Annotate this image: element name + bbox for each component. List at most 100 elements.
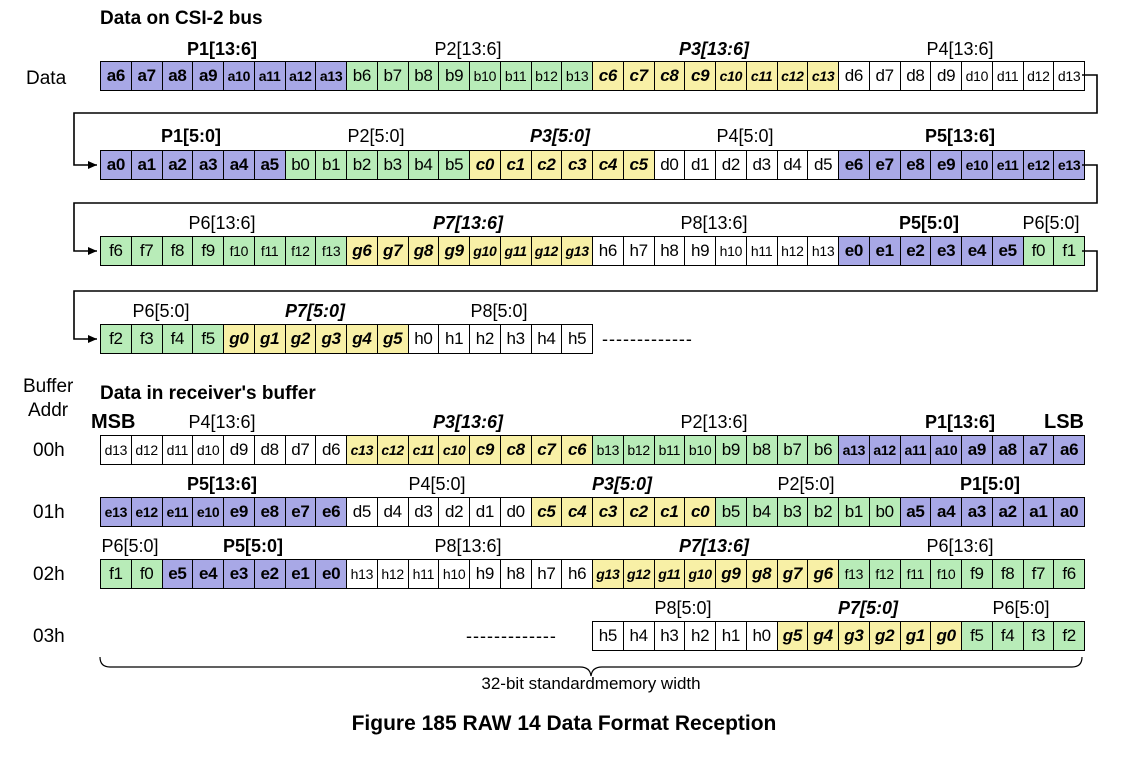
bus-row-0-group-label: P4[13:6] bbox=[926, 39, 994, 59]
bus-row-0-bit-cell: d8 bbox=[899, 61, 932, 91]
bus-row-0-bit-cell: b9 bbox=[438, 61, 470, 91]
buffer-row-2-bit-cell: g10 bbox=[684, 559, 716, 589]
bus-row-2-bit-cell: h11 bbox=[745, 236, 778, 266]
bus-row-2-bit-cell: e5 bbox=[991, 236, 1024, 266]
buffer-row-1-group-label: P3[5:0] bbox=[591, 474, 653, 494]
bus-row-3-bit-cell: g5 bbox=[376, 324, 409, 354]
buffer-row-1-group-label: P5[13:6] bbox=[186, 474, 258, 494]
bus-row-3-bit-cell: h5 bbox=[561, 324, 593, 354]
buffer-row-1-bit-cell: d1 bbox=[469, 497, 501, 527]
bus-row-1-bit-cell: a2 bbox=[161, 150, 194, 180]
bus-row-2-bit-cell: e1 bbox=[868, 236, 901, 266]
bus-row-0-bit-cell: d11 bbox=[991, 61, 1024, 91]
bus-row-1-bit-cell: e7 bbox=[868, 150, 901, 180]
bus-row-0-bit-cell: c11 bbox=[745, 61, 778, 91]
buffer-row-0-bit-cell: a7 bbox=[1022, 435, 1055, 465]
bus-row-0-bit-cell: c8 bbox=[653, 61, 686, 91]
buffer-row-0-bit-cell: a9 bbox=[961, 435, 993, 465]
bus-row-0-bit-cell: b12 bbox=[530, 61, 563, 91]
buffer-row-2-bit-cell: g12 bbox=[622, 559, 655, 589]
buffer-row-0-bit-cell: b13 bbox=[592, 435, 624, 465]
bus-row-0-bit-cell: c9 bbox=[684, 61, 716, 91]
bus-row-0-bit-cell: d7 bbox=[868, 61, 901, 91]
buffer-row-0-bit-cell: d11 bbox=[161, 435, 194, 465]
bus-row-2-group-label: P6[13:6] bbox=[188, 213, 256, 233]
bus-row-2-bit-cell: g10 bbox=[469, 236, 501, 266]
buffer-row-3-bit-cell: g3 bbox=[838, 621, 870, 651]
bus-row-1-bit-cell: a5 bbox=[253, 150, 286, 180]
bus-row-1-bit-cell: e12 bbox=[1022, 150, 1055, 180]
bus-row-0-bit-cell: c7 bbox=[622, 61, 655, 91]
bus-row-1-group-label: P1[5:0] bbox=[160, 126, 222, 146]
bus-row-3-bit-cell: f5 bbox=[192, 324, 224, 354]
buffer-row-1-bit-cell: e7 bbox=[284, 497, 317, 527]
bus-row-1-bit-cell: e13 bbox=[1053, 150, 1085, 180]
buffer-row-0-bit-cell: b10 bbox=[684, 435, 716, 465]
buffer-row-2-bit-cell: h6 bbox=[561, 559, 593, 589]
buffer-row-0-bit-cell: d7 bbox=[284, 435, 317, 465]
buffer-row-0-bit-cell: d10 bbox=[192, 435, 224, 465]
bus-row-2-bit-cell: e2 bbox=[899, 236, 932, 266]
wrap-arrow-1 bbox=[73, 74, 1098, 169]
bus-row-1-bit-cell: a1 bbox=[130, 150, 163, 180]
buffer-row-0-bit-cell: a6 bbox=[1053, 435, 1085, 465]
buffer-row-2-group-label: P5[5:0] bbox=[222, 536, 284, 556]
bus-row-2-bit-cell: e4 bbox=[961, 236, 993, 266]
bus-row-3-bit-cell: f3 bbox=[130, 324, 163, 354]
buffer-row-2-bit-cell: h7 bbox=[530, 559, 563, 589]
bus-row-3-bit-cell: h2 bbox=[469, 324, 501, 354]
bus-row-1-group-label: P4[5:0] bbox=[716, 126, 774, 146]
buffer-row-2-bit-cell: f1 bbox=[100, 559, 132, 589]
buffer-continuation-dashes: ------------- bbox=[466, 626, 557, 646]
buffer-row-0-bit-cell: c7 bbox=[530, 435, 563, 465]
bus-row-3-bit-cell: g3 bbox=[315, 324, 347, 354]
bus-row-3-bit-cell: h3 bbox=[499, 324, 532, 354]
bus-row-2-bit-cell: f13 bbox=[315, 236, 347, 266]
bus-row-0-bit-cell: b10 bbox=[469, 61, 501, 91]
buffer-row-1-bit-cell: d5 bbox=[346, 497, 378, 527]
bus-row-3-bit-cell: g4 bbox=[346, 324, 378, 354]
buffer-address-label: 02h bbox=[33, 564, 65, 585]
bus-row-0-bit-cell: a10 bbox=[223, 61, 255, 91]
buffer-row-2-bit-cell: f10 bbox=[930, 559, 962, 589]
buffer-row-1-bit-cell: b4 bbox=[745, 497, 778, 527]
buffer-row-2-bit-cell: g6 bbox=[807, 559, 839, 589]
buffer-row-2-group-label: P7[13:6] bbox=[678, 536, 750, 556]
bus-row-1-bit-cell: d5 bbox=[807, 150, 839, 180]
buffer-row-1-bit-cell: e6 bbox=[315, 497, 347, 527]
buffer-row-0-group-label: P3[13:6] bbox=[432, 412, 504, 432]
buffer-row-1-group-label: P4[5:0] bbox=[408, 474, 466, 494]
data-row-label: Data bbox=[26, 68, 67, 89]
buffer-row-1-bit-cell: c5 bbox=[530, 497, 563, 527]
bus-row-2-bit-cell: g11 bbox=[499, 236, 532, 266]
buffer-address-label: 03h bbox=[33, 626, 65, 647]
buffer-row-1-bit-cell: a4 bbox=[930, 497, 962, 527]
bus-row-1-bit-cell: b4 bbox=[407, 150, 440, 180]
buffer-row-0-group-label: P4[13:6] bbox=[188, 412, 256, 432]
bus-row-1-bit-cell: e8 bbox=[899, 150, 932, 180]
bus-row-0-group-label: P2[13:6] bbox=[434, 39, 502, 59]
bus-row-3-bit-cell: h4 bbox=[530, 324, 563, 354]
buffer-row-0-bit-cell: d8 bbox=[253, 435, 286, 465]
bus-row-2-bit-cell: g13 bbox=[561, 236, 593, 266]
bus-row-0-bit-cell: a13 bbox=[315, 61, 347, 91]
bus-row-2-bit-cell: g8 bbox=[407, 236, 440, 266]
buffer-row-1-bit-cell: a0 bbox=[1053, 497, 1085, 527]
buffer-row-3-group-label: P6[5:0] bbox=[992, 598, 1050, 618]
figure-title: Figure 185 RAW 14 Data Format Reception bbox=[351, 712, 777, 735]
buffer-row-2-bit-cell: f6 bbox=[1053, 559, 1085, 589]
buffer-row-3-bit-cell: g4 bbox=[807, 621, 839, 651]
bus-row-2-bit-cell: h9 bbox=[684, 236, 716, 266]
bus-row-1-bit-cell: b3 bbox=[376, 150, 409, 180]
bus-continuation-dashes: ------------- bbox=[602, 329, 693, 349]
buffer-row-2-bit-cell: h10 bbox=[438, 559, 470, 589]
msb-label: MSB bbox=[91, 411, 136, 433]
buffer-row-0-bit-cell: c10 bbox=[438, 435, 470, 465]
bus-row-1-group-label: P3[5:0] bbox=[529, 126, 591, 146]
buffer-row-3-bit-cell: h0 bbox=[745, 621, 778, 651]
bus-row-2-bit-cell: g12 bbox=[530, 236, 563, 266]
bus-row-2-group-label: P6[5:0] bbox=[1022, 213, 1080, 233]
buffer-row-1-bit-cell: a5 bbox=[899, 497, 932, 527]
buffer-row-0-bit-cell: c8 bbox=[499, 435, 532, 465]
